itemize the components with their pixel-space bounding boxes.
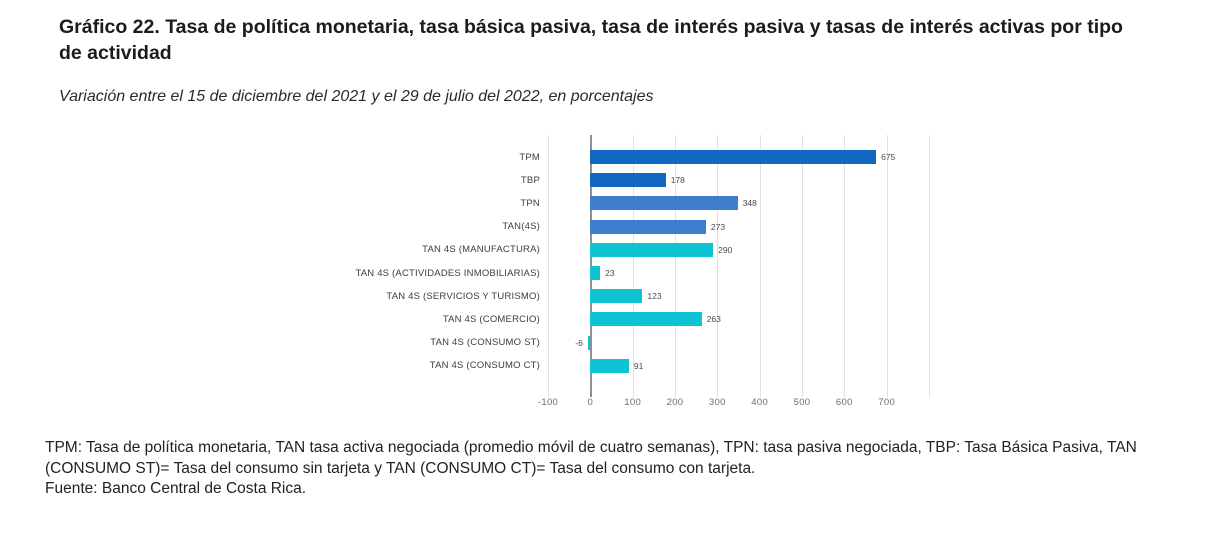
category-label: TAN(4S) [502,221,540,233]
category-label: TPM [519,151,540,163]
x-tick-label: 300 [708,397,726,408]
category-label: TBP [520,174,540,186]
x-tick-label: 100 [624,397,642,408]
bar [587,335,591,350]
category-label: TAN 4S (SERVICIOS Y TURISMO) [386,290,540,302]
bar [590,289,643,304]
gridline [717,135,719,397]
bar-value-label: 348 [742,198,757,209]
bar-value-label: 23 [605,268,615,278]
x-tick-label: 200 [666,397,684,408]
chart-title: Gráfico 22. Tasa de política monetaria, … [59,16,1123,64]
bar [590,312,702,327]
source-text: Fuente: Banco Central de Costa Rica. [45,480,307,497]
gridline [548,135,549,397]
bar [590,150,877,164]
category-label: TAN 4S (CONSUMO ST) [430,337,540,349]
category-labels: TPM TBP TPN TAN(4S) TAN 4S (MANUFACTURA) TAN … [0,135,540,393]
gridline [929,135,930,397]
gridline [802,135,803,397]
category-label: TAN 4S (MANUFACTURA) [422,244,540,256]
gridline [844,135,846,397]
bar [590,242,714,257]
bar-chart: TPM TBP TPN TAN(4S) TAN 4S (MANUFACTURA) TAN … [0,135,960,420]
x-tick-label: 500 [793,397,811,408]
gridline [759,135,761,397]
bar [590,266,600,280]
gridline [675,135,676,397]
x-tick-label: 600 [835,397,853,408]
bar-value-label: 290 [718,244,733,255]
bar-value-label: -6 [575,337,583,348]
x-tick-label: 400 [751,397,769,408]
bar [590,196,738,211]
x-tick-label: 700 [878,397,896,408]
bar-value-label: 273 [710,221,726,232]
bar [590,173,666,188]
category-label: TPN [520,197,540,209]
chart-subtitle: Variación entre el 15 de diciembre del 2… [59,88,654,105]
bar-value-label: 675 [881,152,896,162]
bar-value-label: 91 [633,360,644,371]
bar [590,219,706,234]
gridline [632,135,634,397]
x-tick-label: 0 [587,397,594,408]
gridline [886,135,888,397]
bar-value-label: 178 [670,175,685,186]
footnote: TPM: Tasa de política monetaria, TAN tas… [45,438,1200,500]
plot-area: 675 178 348 273 290 23 123 263 -6 91 [548,135,930,397]
bar-value-label: 123 [647,291,662,302]
footnote-text: TPM: Tasa de política monetaria, TAN tas… [45,439,1137,477]
bar-value-label: 263 [706,314,721,325]
x-axis: -100 0 100 200 300 400 500 600 700 [538,397,929,413]
bar [590,358,629,373]
x-tick-label: -100 [537,397,559,408]
category-label: TAN 4S (ACTIVIDADES INMOBILIARIAS) [355,267,540,279]
category-label: TAN 4S (COMERCIO) [442,313,540,325]
category-label: TAN 4S (CONSUMO CT) [429,360,540,372]
